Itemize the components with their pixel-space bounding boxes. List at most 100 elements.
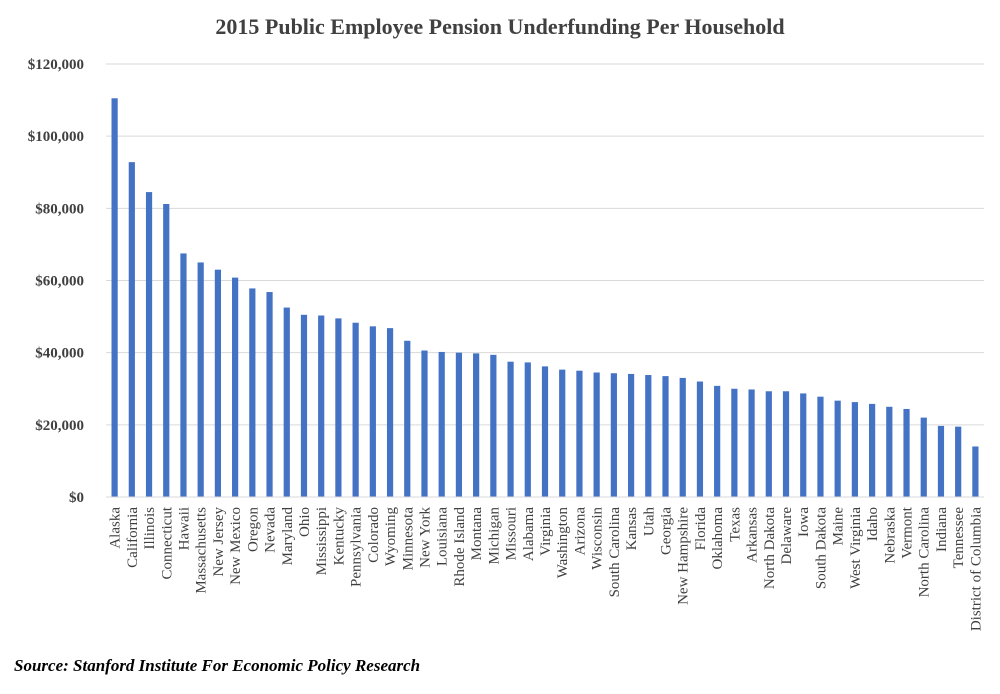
bar [627,373,635,497]
x-tick-label: West Virginia [848,507,864,589]
bar [972,446,979,497]
bar [886,406,893,497]
bar [662,376,669,497]
bar [610,373,617,497]
bar [559,369,566,497]
bar [249,288,256,497]
bar [851,402,858,497]
x-tick-label: Colorado [366,507,382,563]
x-tick-label: Arkansas [745,507,761,563]
x-tick-label: Alabama [521,507,537,561]
bar [197,262,204,497]
bar [748,389,755,497]
x-tick-label: Delaware [779,507,795,565]
x-tick-label: Virginia [538,507,554,556]
x-tick-label: Illinois [142,507,158,550]
bar [490,354,497,497]
y-tick-label: $20,000 [35,418,84,434]
y-tick-label: $80,000 [35,201,84,217]
x-tick-label: Pennsylvania [349,507,365,587]
y-tick-label: $40,000 [35,346,84,362]
x-tick-label: Rhode Island [452,507,468,587]
bar [765,391,772,497]
bar [404,340,411,497]
bar [937,425,945,497]
x-tick-label: Maryland [280,507,296,566]
x-tick-label: Oklahoma [710,507,726,570]
x-tick-label: Mississippi [314,507,330,575]
x-tick-label: Nebraska [882,507,898,564]
bar [507,361,514,497]
x-tick-label: Kentucky [331,507,347,566]
bar [524,362,531,497]
x-tick-label: Tennessee [951,507,967,569]
x-tick-label: Texas [727,507,743,542]
x-tick-label: Wisconsin [590,507,606,570]
x-tick-label: Missouri [504,507,520,560]
bar [955,426,962,497]
bar [541,366,549,497]
x-tick-label: New York [417,507,433,568]
x-tick-label: Louisiana [435,507,451,566]
x-tick-label: Utah [641,507,657,537]
bars [111,98,979,498]
x-tick-label: Michigan [486,507,502,565]
chart-title: 2015 Public Employee Pension Underfundin… [215,14,785,39]
bar [800,393,807,497]
x-tick-label: Montana [469,507,485,561]
bar [232,277,239,497]
bar [576,370,583,497]
x-tick-label: Maine [831,507,847,546]
x-tick-label: New Hampshire [676,507,692,605]
x-axis-category-labels: Alaska California Illinois Connecticut Hawai… [108,506,985,631]
bar [214,269,222,497]
x-tick-label: Oregon [245,507,261,552]
x-tick-label: California [125,507,141,568]
bar [369,326,376,497]
x-tick-label: Indiana [934,507,950,552]
x-tick-label: Washington [555,507,571,579]
bar [318,315,325,497]
bar [300,314,308,497]
x-tick-label: North Carolina [917,507,933,598]
x-tick-label: Florida [693,507,709,551]
bar [868,403,876,497]
x-tick-label: Massachusetts [194,507,210,594]
x-tick-label: South Carolina [607,507,623,598]
x-tick-label: Iowa [796,507,812,537]
x-tick-label: Nevada [263,507,279,553]
x-tick-label: Georgia [659,507,675,555]
bar [782,391,790,497]
x-tick-label: Wyoming [383,507,399,567]
bar [817,396,824,497]
bar [645,375,652,497]
source-note: Source: Stanford Institute For Economic … [14,656,421,675]
y-tick-label: $0 [69,490,84,506]
bar [283,307,290,497]
y-tick-label: $120,000 [28,57,84,73]
bar [386,328,394,497]
bar [714,385,721,497]
x-tick-label: Connecticut [159,506,175,579]
bar [145,192,153,498]
x-tick-label: Arizona [572,507,588,556]
bar [473,353,480,497]
x-tick-label: Idaho [865,507,881,541]
x-tick-label: Alaska [108,507,124,549]
bar [679,377,686,497]
x-tick-label: Kansas [624,507,640,550]
bar [352,322,359,497]
bar [421,350,428,497]
bar [593,372,600,497]
bar [163,204,170,497]
x-tick-label: New Mexico [228,507,244,585]
bar [180,253,187,497]
y-tick-label: $60,000 [35,274,84,290]
bar [834,400,841,497]
bar [335,318,342,497]
bar [111,98,118,497]
x-tick-label: New Jersey [211,507,227,577]
bar [455,352,463,497]
bar [128,162,135,497]
